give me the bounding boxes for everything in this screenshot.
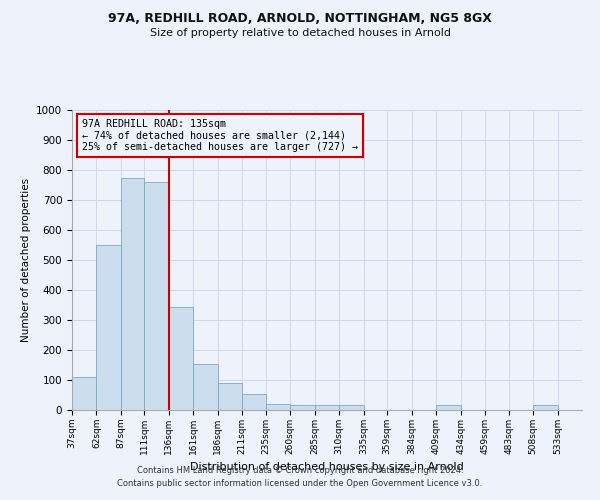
Bar bbox=[121, 178, 145, 410]
Bar bbox=[290, 404, 315, 410]
Text: Contains HM Land Registry data © Crown copyright and database right 2024.
Contai: Contains HM Land Registry data © Crown c… bbox=[118, 466, 482, 487]
Bar bbox=[218, 383, 242, 410]
Bar bbox=[169, 306, 193, 410]
Bar bbox=[436, 404, 461, 410]
Bar bbox=[315, 405, 339, 410]
Bar bbox=[533, 404, 557, 410]
Bar bbox=[339, 404, 364, 410]
Text: 97A, REDHILL ROAD, ARNOLD, NOTTINGHAM, NG5 8GX: 97A, REDHILL ROAD, ARNOLD, NOTTINGHAM, N… bbox=[108, 12, 492, 26]
Bar bbox=[97, 245, 121, 410]
Bar bbox=[193, 364, 218, 410]
Text: Size of property relative to detached houses in Arnold: Size of property relative to detached ho… bbox=[149, 28, 451, 38]
X-axis label: Distribution of detached houses by size in Arnold: Distribution of detached houses by size … bbox=[190, 462, 464, 472]
Bar bbox=[242, 394, 266, 410]
Text: 97A REDHILL ROAD: 135sqm
← 74% of detached houses are smaller (2,144)
25% of sem: 97A REDHILL ROAD: 135sqm ← 74% of detach… bbox=[82, 119, 358, 152]
Y-axis label: Number of detached properties: Number of detached properties bbox=[20, 178, 31, 342]
Bar bbox=[266, 404, 290, 410]
Bar bbox=[72, 377, 97, 410]
Bar bbox=[145, 182, 169, 410]
